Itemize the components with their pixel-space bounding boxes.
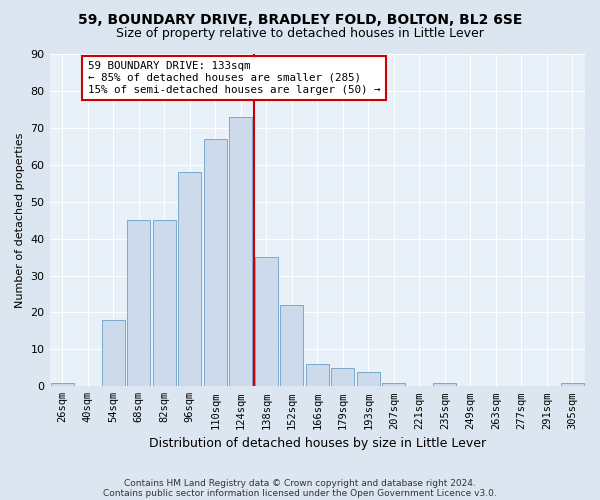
Bar <box>331 368 354 386</box>
Text: Contains HM Land Registry data © Crown copyright and database right 2024.: Contains HM Land Registry data © Crown c… <box>124 478 476 488</box>
Text: Contains public sector information licensed under the Open Government Licence v3: Contains public sector information licen… <box>103 488 497 498</box>
Y-axis label: Number of detached properties: Number of detached properties <box>15 132 25 308</box>
Bar <box>280 305 303 386</box>
Bar <box>153 220 176 386</box>
Bar <box>382 382 405 386</box>
Bar <box>51 382 74 386</box>
Bar <box>127 220 150 386</box>
Text: 59 BOUNDARY DRIVE: 133sqm
← 85% of detached houses are smaller (285)
15% of semi: 59 BOUNDARY DRIVE: 133sqm ← 85% of detac… <box>88 62 380 94</box>
Bar <box>306 364 329 386</box>
Text: Size of property relative to detached houses in Little Lever: Size of property relative to detached ho… <box>116 28 484 40</box>
Bar <box>357 372 380 386</box>
Bar <box>178 172 201 386</box>
X-axis label: Distribution of detached houses by size in Little Lever: Distribution of detached houses by size … <box>149 437 486 450</box>
Bar <box>229 117 252 386</box>
Bar <box>102 320 125 386</box>
Bar <box>255 257 278 386</box>
Bar <box>433 382 456 386</box>
Text: 59, BOUNDARY DRIVE, BRADLEY FOLD, BOLTON, BL2 6SE: 59, BOUNDARY DRIVE, BRADLEY FOLD, BOLTON… <box>78 12 522 26</box>
Bar <box>204 139 227 386</box>
Bar <box>561 382 584 386</box>
